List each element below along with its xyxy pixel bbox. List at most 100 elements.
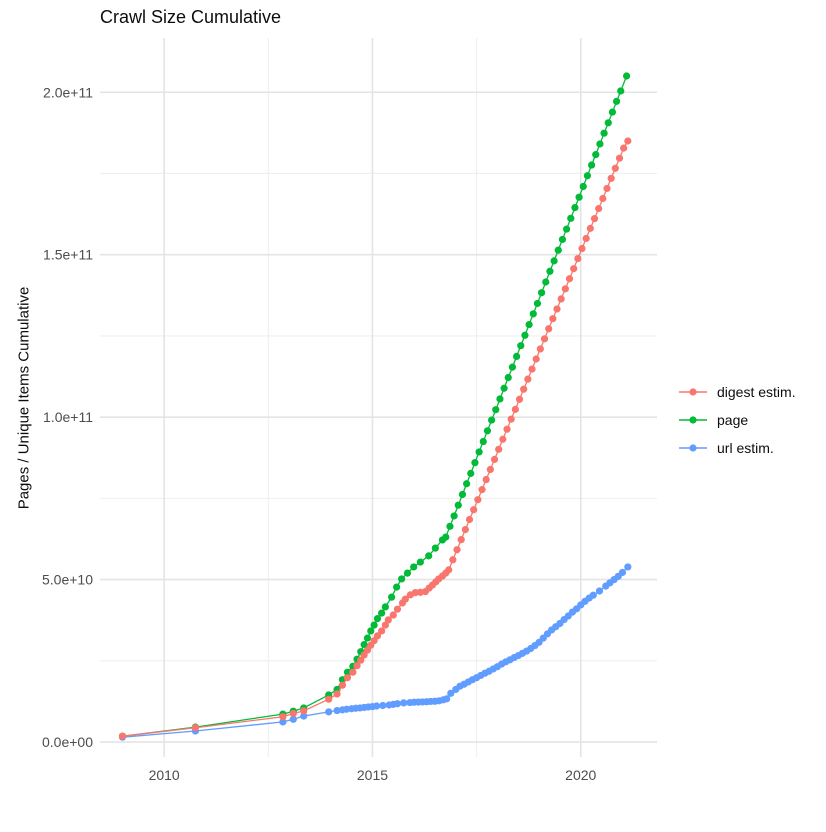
legend-key-icon bbox=[679, 444, 707, 452]
data-point bbox=[425, 552, 433, 560]
data-point bbox=[558, 235, 567, 244]
data-point bbox=[191, 724, 200, 732]
data-point bbox=[458, 490, 467, 499]
data-point bbox=[363, 634, 372, 642]
data-point bbox=[533, 299, 542, 308]
data-point bbox=[378, 609, 386, 617]
data-point bbox=[300, 712, 308, 720]
data-point bbox=[615, 154, 624, 162]
data-point bbox=[528, 365, 536, 373]
data-point bbox=[465, 515, 474, 524]
data-point bbox=[403, 569, 412, 577]
legend-item-digest-estim-: digest estim. bbox=[678, 378, 796, 406]
legend-label: url estim. bbox=[717, 440, 774, 456]
data-point bbox=[503, 425, 511, 433]
data-point bbox=[504, 373, 512, 382]
data-point bbox=[492, 406, 500, 414]
data-point bbox=[553, 305, 561, 313]
series-url-estim- bbox=[118, 563, 632, 741]
data-point bbox=[370, 621, 378, 629]
data-point bbox=[567, 214, 575, 222]
data-point bbox=[495, 445, 503, 453]
data-point bbox=[589, 591, 597, 599]
data-point bbox=[562, 225, 571, 233]
legend-item-url-estim-: url estim. bbox=[678, 434, 796, 462]
legend-label: page bbox=[717, 412, 749, 428]
data-point bbox=[521, 331, 529, 339]
series-line bbox=[122, 140, 629, 737]
series-line bbox=[122, 566, 629, 738]
x-tick-label: 2010 bbox=[149, 767, 180, 783]
data-point bbox=[457, 536, 465, 544]
axis-tick-labels: 0.0e+00 5.0e+10 1.0e+11 1.5e+11 2.0e+11 2010 2… bbox=[42, 84, 597, 783]
data-point bbox=[583, 172, 592, 180]
y-tick-label: 2.0e+11 bbox=[43, 84, 93, 100]
data-point bbox=[470, 506, 478, 514]
data-point bbox=[550, 257, 558, 265]
data-point bbox=[595, 587, 604, 595]
data-point bbox=[401, 595, 409, 603]
data-point bbox=[570, 265, 578, 273]
data-point bbox=[446, 522, 454, 530]
data-point bbox=[496, 395, 504, 403]
data-point bbox=[604, 119, 612, 127]
data-point bbox=[617, 87, 625, 95]
data-point bbox=[529, 310, 537, 318]
legend-key-point bbox=[689, 388, 697, 396]
data-point bbox=[471, 459, 479, 467]
data-point bbox=[483, 427, 492, 435]
legend-item-page: page bbox=[678, 406, 796, 434]
data-point bbox=[575, 193, 583, 201]
data-point bbox=[388, 593, 396, 601]
data-point bbox=[118, 732, 127, 740]
data-point bbox=[289, 709, 297, 718]
x-tick-label: 2015 bbox=[357, 767, 388, 783]
data-point bbox=[608, 108, 617, 116]
data-point bbox=[442, 533, 450, 541]
data-point bbox=[595, 204, 603, 213]
data-point bbox=[618, 568, 627, 577]
data-point bbox=[587, 161, 596, 169]
data-point bbox=[384, 616, 392, 624]
data-point bbox=[524, 375, 532, 383]
data-point bbox=[624, 137, 632, 145]
data-point bbox=[398, 575, 406, 583]
y-tick-label: 1.5e+11 bbox=[43, 247, 93, 263]
data-point bbox=[333, 690, 341, 698]
data-point bbox=[443, 695, 451, 703]
data-point bbox=[520, 385, 528, 393]
data-point bbox=[620, 144, 628, 152]
data-point bbox=[600, 129, 608, 137]
data-point bbox=[507, 415, 515, 423]
data-point bbox=[474, 496, 482, 504]
data-point bbox=[582, 234, 590, 243]
data-point bbox=[511, 405, 519, 413]
data-point bbox=[554, 246, 562, 254]
data-point bbox=[546, 267, 554, 275]
data-point bbox=[612, 97, 621, 105]
legend-key-point bbox=[689, 416, 697, 424]
data-point bbox=[416, 558, 424, 566]
x-tick-label: 2020 bbox=[565, 767, 596, 783]
data-point bbox=[500, 384, 508, 392]
data-point bbox=[478, 486, 486, 494]
data-point bbox=[279, 713, 287, 721]
data-point bbox=[447, 689, 455, 697]
gridlines bbox=[100, 38, 657, 757]
data-point bbox=[373, 702, 381, 710]
data-point bbox=[536, 345, 544, 353]
data-point bbox=[574, 255, 582, 263]
data-point bbox=[325, 708, 333, 716]
legend-label: digest estim. bbox=[717, 384, 796, 400]
data-point bbox=[599, 194, 607, 203]
data-point bbox=[333, 706, 341, 715]
data-point bbox=[367, 627, 375, 635]
data-point bbox=[513, 352, 521, 361]
data-point bbox=[475, 448, 483, 456]
legend: digest estim. page url estim. bbox=[678, 378, 796, 462]
data-point bbox=[561, 285, 569, 293]
data-point bbox=[338, 681, 347, 689]
data-point bbox=[450, 512, 458, 520]
data-point bbox=[622, 72, 631, 80]
data-point bbox=[603, 184, 611, 193]
